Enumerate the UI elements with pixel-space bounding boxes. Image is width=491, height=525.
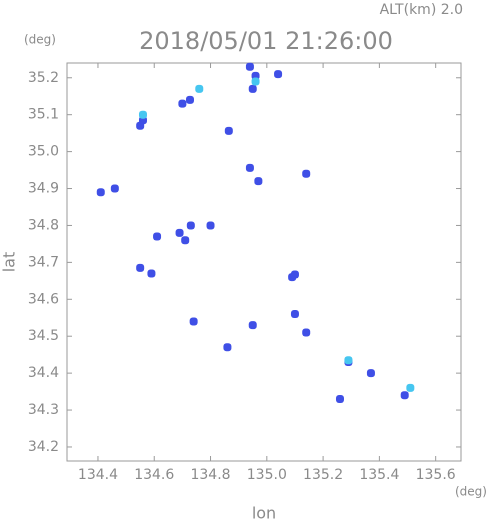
echo-point <box>206 221 215 230</box>
echo-point <box>248 321 257 330</box>
echo-point <box>366 369 375 378</box>
echo-point <box>153 232 162 241</box>
echo-point <box>335 394 344 403</box>
echo-point <box>254 177 263 186</box>
echo-point <box>147 269 156 278</box>
echo-point <box>186 221 195 230</box>
echo-point <box>245 163 254 172</box>
y-unit: (deg) <box>24 33 56 47</box>
y-tick-label: 35.2 <box>28 70 59 86</box>
echo-point <box>189 317 198 326</box>
x-unit: (deg) <box>455 485 487 499</box>
echo-point <box>136 121 145 130</box>
echo-point <box>136 263 145 272</box>
echo-point <box>224 126 233 135</box>
echo-point <box>290 310 299 319</box>
echo-point <box>185 95 194 104</box>
echo-point <box>175 228 184 237</box>
echo-point <box>344 356 353 365</box>
x-tick-label: 135.2 <box>303 467 343 483</box>
echo-point <box>110 184 119 193</box>
x-tick-label: 135.6 <box>416 467 456 483</box>
echo-point <box>302 169 311 178</box>
y-axis-label: lat <box>0 252 19 273</box>
echo-point <box>248 84 257 93</box>
echo-point <box>195 84 204 93</box>
echo-point <box>223 343 232 352</box>
x-tick-label: 135.0 <box>247 467 287 483</box>
y-tick-label: 35.1 <box>28 107 59 123</box>
y-tick-label: 34.6 <box>28 291 59 307</box>
echo-point <box>181 236 190 245</box>
echo-point <box>178 99 187 108</box>
y-tick-label: 34.3 <box>28 402 59 418</box>
y-tick-label: 34.8 <box>28 217 59 233</box>
x-axis-label: lon <box>252 504 276 522</box>
y-tick-label: 34.9 <box>28 181 59 197</box>
echo-point <box>96 188 105 197</box>
y-tick-label: 34.5 <box>28 328 59 344</box>
echo-point <box>400 391 409 400</box>
echo-point <box>138 110 147 119</box>
y-tick-label: 35.0 <box>28 144 59 160</box>
chart-title: 2018/05/01 21:26:00 <box>139 27 393 55</box>
x-tick-label: 134.4 <box>78 467 118 483</box>
chart-subtitle: ALT(km) 2.0 <box>380 2 463 18</box>
y-tick-label: 34.7 <box>28 254 59 270</box>
plot-frame <box>66 62 462 462</box>
echo-point <box>274 70 283 79</box>
echo-point <box>290 270 299 279</box>
y-tick-label: 34.4 <box>28 365 59 381</box>
echo-point <box>302 328 311 337</box>
x-tick-label: 135.4 <box>359 467 399 483</box>
y-tick-label: 34.2 <box>28 439 59 455</box>
x-tick-label: 134.8 <box>190 467 230 483</box>
x-tick-label: 134.6 <box>134 467 174 483</box>
echo-point <box>245 62 254 71</box>
echo-point <box>406 383 415 392</box>
echo-point <box>251 77 260 86</box>
